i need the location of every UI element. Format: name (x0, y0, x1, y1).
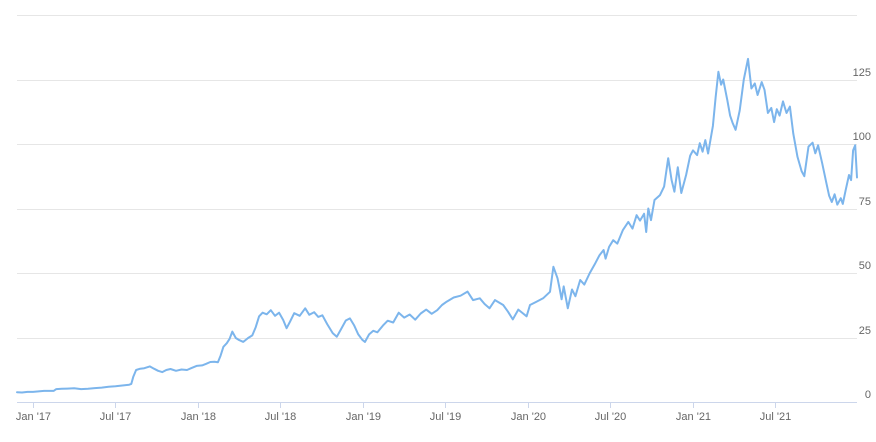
x-tick-label: Jan '19 (346, 411, 381, 423)
series-group (16, 57, 858, 394)
gridlines (17, 15, 857, 339)
x-tick-label: Jan '21 (676, 411, 711, 423)
y-tick-label-100: 100 (853, 131, 871, 143)
y-axis-labels: 0 25 50 75 100 125 (853, 67, 871, 401)
y-tick-label-0: 0 (865, 389, 871, 401)
x-tick-label: Jul '20 (595, 411, 626, 423)
x-tick-label: Jul '18 (265, 411, 296, 423)
y-tick-label-75: 75 (859, 196, 871, 208)
y-tick-label-125: 125 (853, 67, 871, 79)
x-tick-label: Jan '17 (16, 411, 51, 423)
x-tick-label: Jul '21 (760, 411, 791, 423)
x-tick-label: Jul '17 (100, 411, 131, 423)
y-tick-label-25: 25 (859, 325, 871, 337)
x-axis: Jan '17 Jul '17 Jan '18 Jul '18 Jan '19 Jul '… (16, 402, 857, 423)
x-tick-label: Jul '19 (430, 411, 461, 423)
y-tick-label-50: 50 (859, 260, 871, 272)
x-tick-label: Jan '20 (511, 411, 546, 423)
price-line (16, 57, 858, 394)
x-tick-label: Jan '18 (181, 411, 216, 423)
